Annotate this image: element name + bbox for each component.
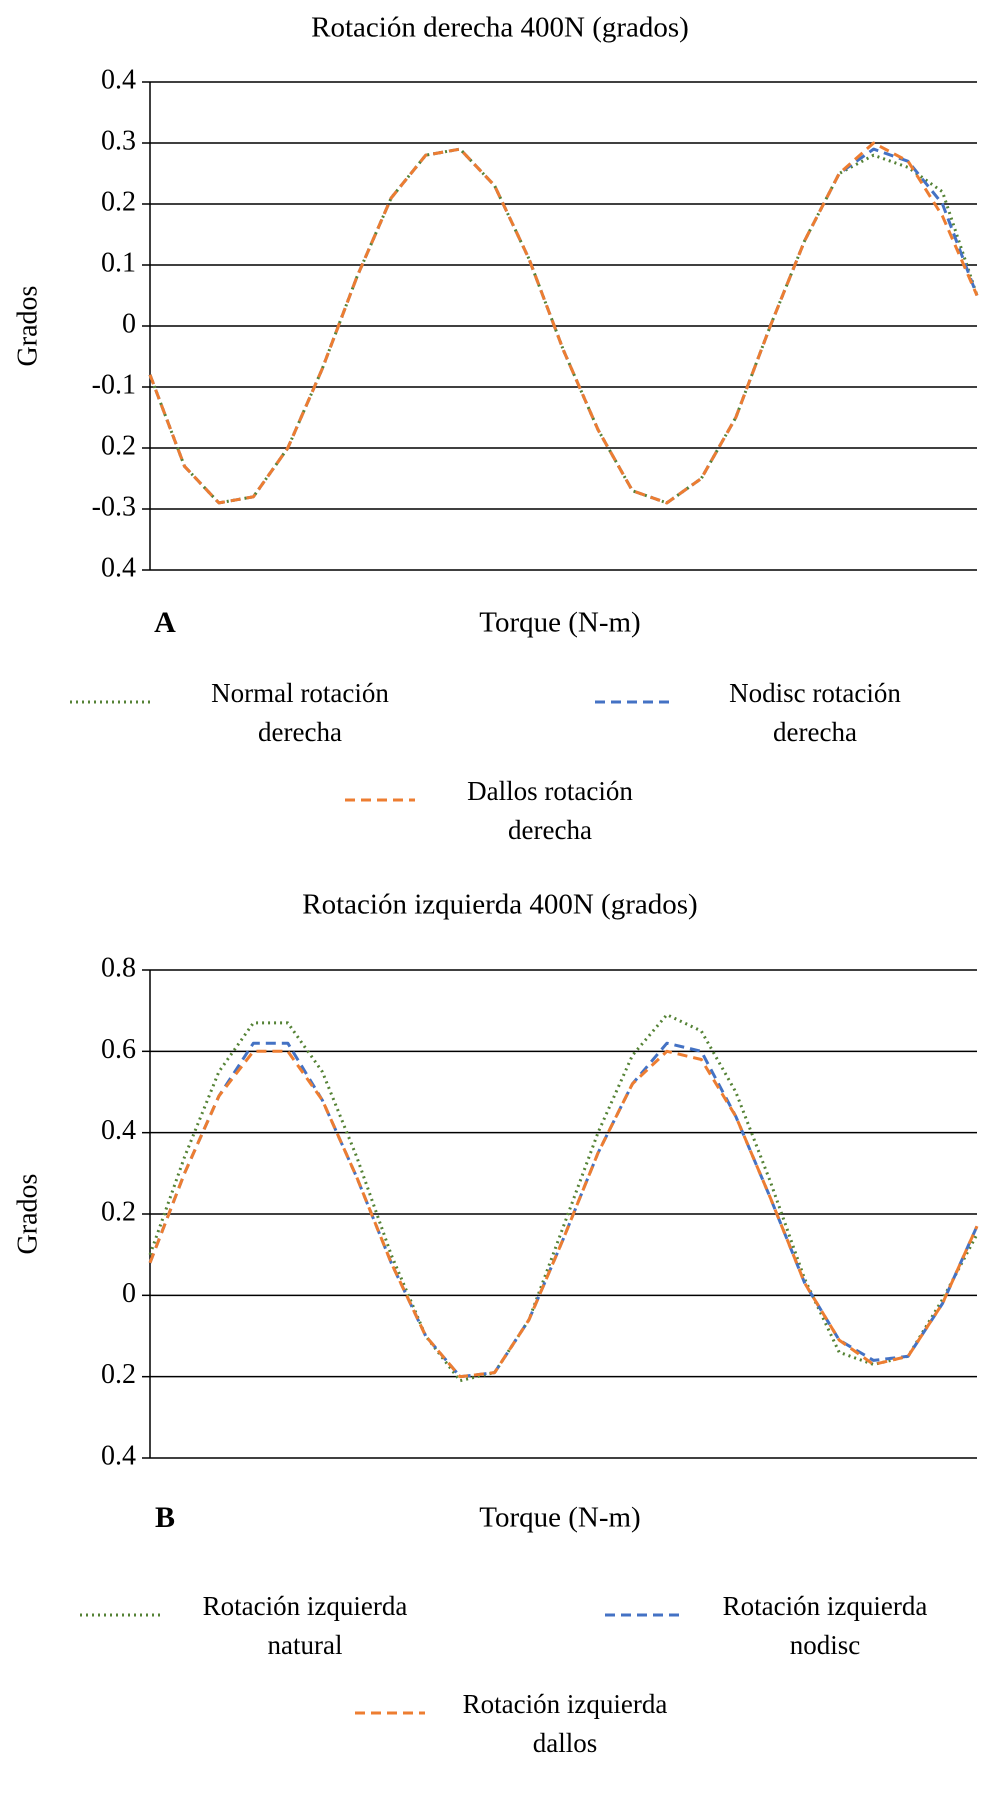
y-tick-label: 0.2: [101, 186, 136, 217]
legend-swatch: [605, 1613, 680, 1617]
chart-title: Rotación derecha 400N (grados): [311, 12, 689, 44]
series-line: [148, 141, 979, 505]
y-axis-label: Grados: [12, 286, 43, 367]
y-tick-label: 0: [122, 308, 136, 339]
y-tick-label: 0.2: [101, 430, 136, 461]
series-line: [148, 1049, 979, 1379]
series-line: [148, 1013, 979, 1383]
y-tick-label: 0.1: [101, 247, 136, 278]
y-tick-label: 0.8: [101, 952, 136, 983]
y-tick-label: 0.6: [101, 1034, 136, 1065]
y-axis-label: Grados: [12, 1174, 43, 1255]
legend-label: Rotación izquierda nodisc: [722, 1591, 928, 1660]
legend-swatch: [70, 700, 152, 704]
y-tick-label: 0: [122, 1278, 136, 1309]
legend-swatch: [345, 798, 415, 802]
panel-label: B: [155, 1501, 175, 1534]
panel-label: A: [154, 606, 176, 639]
y-tick-label: 0.4: [101, 1115, 136, 1146]
legend-label: Rotación izquierda natural: [202, 1591, 408, 1660]
y-tick-label: -0.3: [92, 491, 136, 522]
legend-swatch: [355, 1711, 425, 1715]
y-tick-label: 0.4: [101, 552, 136, 583]
y-tick-label: 0.2: [101, 1196, 136, 1227]
y-tick-label: 0.2: [101, 1359, 136, 1390]
legend-label: Normal rotación derecha: [211, 678, 389, 747]
legend-swatch: [80, 1613, 160, 1617]
legend-label: Rotación izquierda dallos: [462, 1689, 668, 1758]
legend-swatch: [595, 700, 675, 704]
chart-title: Rotación izquierda 400N (grados): [302, 889, 697, 921]
x-axis-label: Torque (N-m): [479, 607, 640, 639]
legend-label: Dallos rotación derecha: [467, 776, 633, 845]
y-tick-label: 0.4: [101, 1440, 136, 1471]
legend-label: Nodisc rotación derecha: [729, 678, 901, 747]
y-tick-label: -0.1: [92, 369, 136, 400]
y-tick-label: 0.3: [101, 125, 136, 156]
series-line: [148, 1041, 979, 1379]
x-axis-label: Torque (N-m): [479, 1502, 640, 1534]
y-tick-label: 0.4: [101, 64, 136, 95]
